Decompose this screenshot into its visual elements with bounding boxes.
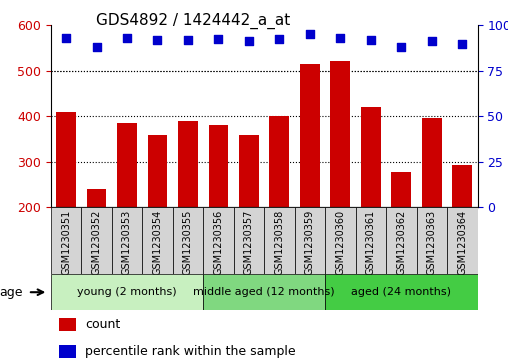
Point [306, 32, 314, 37]
Bar [356, 207, 386, 274]
Text: GSM1230359: GSM1230359 [305, 209, 315, 275]
Bar [269, 116, 290, 207]
Text: GSM1230358: GSM1230358 [274, 209, 284, 275]
Bar [208, 125, 229, 207]
Text: count: count [85, 318, 120, 331]
Text: young (2 months): young (2 months) [77, 287, 177, 297]
Text: GSM1230364: GSM1230364 [457, 209, 467, 275]
Bar [173, 207, 203, 274]
Point [367, 37, 375, 43]
Point [245, 38, 253, 44]
Bar [51, 207, 81, 274]
Bar [447, 207, 478, 274]
Text: GDS4892 / 1424442_a_at: GDS4892 / 1424442_a_at [96, 13, 290, 29]
Bar [203, 207, 234, 274]
Point [397, 44, 405, 50]
Text: GSM1230360: GSM1230360 [335, 209, 345, 275]
Bar [178, 121, 198, 207]
Bar [59, 344, 76, 358]
Text: GSM1230363: GSM1230363 [427, 209, 437, 275]
Text: GSM1230351: GSM1230351 [61, 209, 71, 275]
Bar [295, 207, 325, 274]
Bar [330, 61, 351, 207]
Bar [325, 274, 478, 310]
Text: middle aged (12 months): middle aged (12 months) [194, 287, 335, 297]
Bar [81, 207, 112, 274]
Text: GSM1230352: GSM1230352 [91, 209, 102, 275]
Text: age: age [0, 286, 23, 299]
Bar [325, 207, 356, 274]
Point [153, 37, 162, 43]
Bar [117, 123, 137, 207]
Point [275, 36, 283, 42]
Bar [361, 107, 381, 207]
Bar [112, 207, 142, 274]
Point [336, 35, 344, 41]
Bar [422, 118, 442, 207]
Bar [386, 207, 417, 274]
Bar [86, 189, 107, 207]
Bar [51, 274, 203, 310]
Text: GSM1230361: GSM1230361 [366, 209, 376, 275]
Bar [391, 171, 411, 207]
Bar [59, 318, 76, 331]
Point [184, 37, 192, 43]
Text: GSM1230356: GSM1230356 [213, 209, 224, 275]
Point [214, 36, 223, 42]
Point [428, 38, 436, 44]
Point [123, 35, 131, 41]
Bar [239, 135, 259, 207]
Text: GSM1230354: GSM1230354 [152, 209, 163, 275]
Bar [56, 112, 76, 207]
Bar [264, 207, 295, 274]
Bar [142, 207, 173, 274]
Bar [417, 207, 447, 274]
Bar [453, 165, 472, 207]
Bar [203, 274, 325, 310]
Text: GSM1230357: GSM1230357 [244, 209, 254, 275]
Text: GSM1230355: GSM1230355 [183, 209, 193, 275]
Text: GSM1230353: GSM1230353 [122, 209, 132, 275]
Point [92, 44, 101, 50]
Text: percentile rank within the sample: percentile rank within the sample [85, 344, 296, 358]
Bar [300, 64, 320, 207]
Point [458, 41, 466, 46]
Bar [234, 207, 264, 274]
Bar [148, 135, 167, 207]
Text: GSM1230362: GSM1230362 [396, 209, 406, 275]
Text: aged (24 months): aged (24 months) [352, 287, 451, 297]
Point [62, 35, 70, 41]
